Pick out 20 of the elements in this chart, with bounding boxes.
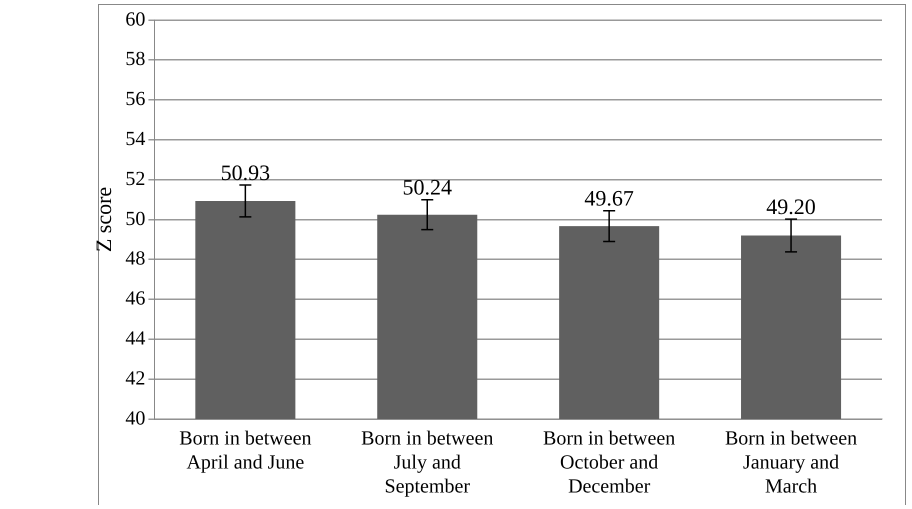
y-tick-label: 50 [125, 208, 146, 230]
y-tick-label: 54 [125, 128, 146, 150]
data-label: 50.24 [402, 174, 452, 200]
x-tick-label: Born in between July and September [361, 427, 494, 498]
data-label: 50.93 [220, 160, 270, 185]
y-tick-label: 40 [125, 407, 146, 430]
data-label: 49.20 [766, 194, 816, 219]
y-tick-label: 60 [125, 8, 146, 30]
y-tick-label: 46 [125, 288, 146, 310]
y-axis-title: Z score [90, 186, 116, 252]
y-tick-label: 52 [125, 168, 146, 190]
y-tick-label: 48 [125, 248, 146, 270]
x-tick-label: Born in between October and December [543, 427, 676, 498]
x-tick-label: Born in between April and June [179, 427, 312, 474]
y-tick-label: 58 [125, 48, 146, 70]
data-label: 49.67 [584, 186, 634, 211]
y-tick-label: 42 [125, 367, 146, 390]
y-tick-label: 44 [125, 327, 146, 350]
x-tick-label: Born in between January and March [724, 427, 858, 498]
y-tick-label: 56 [125, 88, 146, 110]
